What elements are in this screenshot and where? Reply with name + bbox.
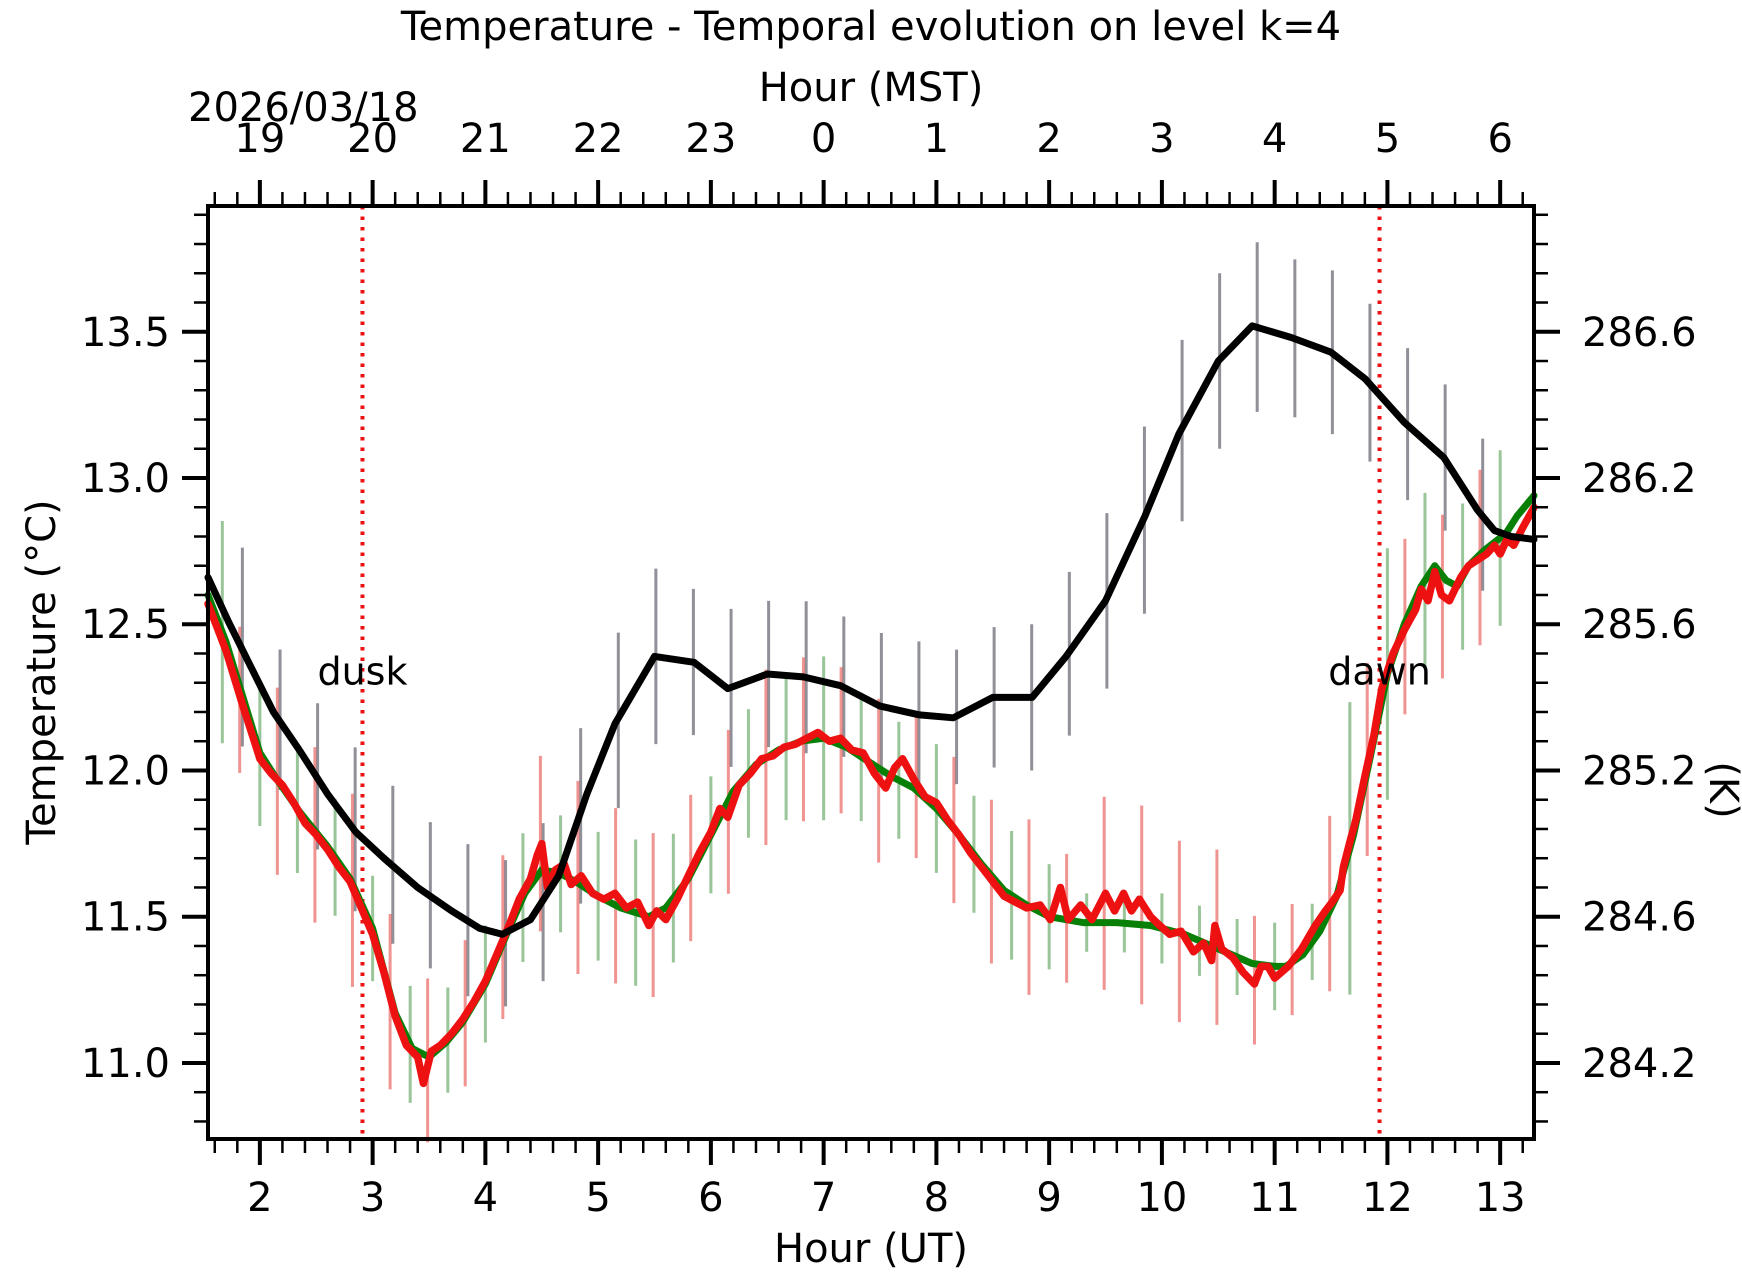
y-tick-label-celsius: 11.5 bbox=[81, 895, 170, 941]
left-axis-label: Temperature (°C) bbox=[19, 499, 65, 845]
x-axis-major-ticks-bottom bbox=[257, 1139, 1503, 1165]
y-axis-minor-ticks-right bbox=[1534, 213, 1548, 1123]
right-axis-label: (K) bbox=[1700, 761, 1742, 818]
y-axis-major-ticks-left bbox=[182, 329, 208, 1065]
y-tick-label-celsius: 13.0 bbox=[81, 456, 170, 502]
x-tick-label-mst: 21 bbox=[460, 116, 511, 162]
x-tick-label-ut: 3 bbox=[360, 1175, 385, 1221]
plot-area: dusk dawn21932042152262370819210311412513… bbox=[81, 116, 1697, 1221]
x-tick-label-ut: 9 bbox=[1036, 1175, 1061, 1221]
x-tick-label-mst: 4 bbox=[1262, 116, 1287, 162]
axes-spines bbox=[206, 204, 1536, 1141]
x-tick-label-ut: 11 bbox=[1249, 1175, 1300, 1221]
dusk-label: dusk bbox=[317, 649, 407, 693]
x-tick-label-ut: 13 bbox=[1475, 1175, 1526, 1221]
x-tick-label-mst: 1 bbox=[924, 116, 949, 162]
x-tick-label-ut: 6 bbox=[698, 1175, 723, 1221]
x-axis-minor-ticks-bottom bbox=[213, 1139, 1524, 1153]
y-tick-label-celsius: 11.0 bbox=[81, 1041, 170, 1087]
y-tick-label-celsius: 13.5 bbox=[81, 310, 170, 356]
x-tick-label-ut: 4 bbox=[473, 1175, 498, 1221]
bottom-axis-label: Hour (UT) bbox=[774, 1226, 968, 1272]
x-tick-label-mst: 5 bbox=[1375, 116, 1400, 162]
green-smoothed-curve bbox=[204, 492, 1538, 1061]
y-axis-minor-ticks-left bbox=[194, 213, 208, 1123]
top-axis-label: Hour (MST) bbox=[759, 65, 984, 111]
x-tick-label-ut: 10 bbox=[1136, 1175, 1187, 1221]
x-tick-label-ut: 7 bbox=[811, 1175, 836, 1221]
y-tick-label-kelvin: 284.2 bbox=[1582, 1041, 1697, 1087]
x-axis-minor-ticks-top bbox=[213, 192, 1524, 206]
x-tick-label-ut: 5 bbox=[585, 1175, 610, 1221]
x-tick-label-mst: 22 bbox=[573, 116, 624, 162]
x-tick-label-mst: 6 bbox=[1487, 116, 1512, 162]
x-tick-label-ut: 8 bbox=[924, 1175, 949, 1221]
x-tick-label-ut: 2 bbox=[247, 1175, 272, 1221]
y-tick-label-celsius: 12.0 bbox=[81, 748, 170, 794]
y-tick-label-kelvin: 284.6 bbox=[1582, 895, 1697, 941]
x-tick-label-mst: 3 bbox=[1149, 116, 1174, 162]
x-tick-label-mst: 19 bbox=[234, 116, 285, 162]
y-tick-label-kelvin: 285.2 bbox=[1582, 748, 1697, 794]
y-axis-major-ticks-right bbox=[1534, 329, 1560, 1065]
black-model-curve bbox=[204, 322, 1538, 938]
red-observation-curve bbox=[204, 503, 1538, 1088]
y-tick-label-kelvin: 286.6 bbox=[1582, 310, 1697, 356]
date-label: 2026/03/18 bbox=[188, 85, 419, 131]
dawn-label: dawn bbox=[1328, 649, 1431, 693]
y-tick-label-celsius: 12.5 bbox=[81, 602, 170, 648]
x-axis-major-ticks-top bbox=[257, 180, 1503, 206]
x-tick-label-mst: 23 bbox=[685, 116, 736, 162]
x-tick-label-ut: 12 bbox=[1362, 1175, 1413, 1221]
chart-title: Temperature - Temporal evolution on leve… bbox=[400, 4, 1341, 50]
y-tick-label-kelvin: 286.2 bbox=[1582, 456, 1697, 502]
x-tick-label-mst: 2 bbox=[1036, 116, 1061, 162]
x-tick-label-mst: 0 bbox=[811, 116, 836, 162]
y-tick-label-kelvin: 285.6 bbox=[1582, 602, 1697, 648]
x-tick-label-mst: 20 bbox=[347, 116, 398, 162]
